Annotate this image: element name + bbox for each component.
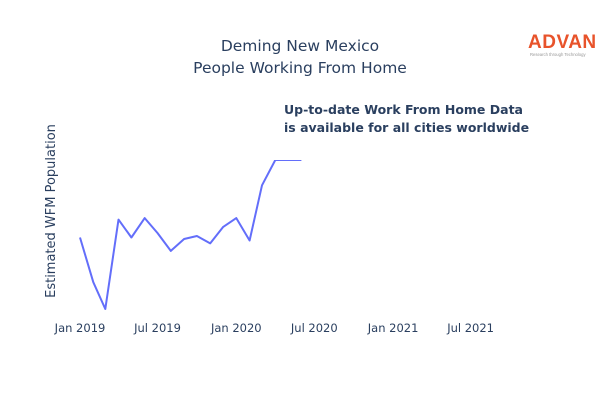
logo-name: ADVAN [528, 32, 597, 53]
annotation-line-1: Up-to-date Work From Home Data [284, 102, 523, 117]
series-line-0 [79, 160, 302, 310]
x-tick-label: Jan 2021 [367, 321, 419, 335]
series-layer [79, 160, 302, 310]
annotation-line-2: is available for all cities worldwide [284, 120, 529, 135]
x-axis-ticks: Jan 2019 Jul 2019 Jan 2020 Jul 2020 Jan 2021… [54, 321, 494, 335]
logo-tagline: Research through Technology [530, 52, 586, 57]
x-tick-label: Jan 2020 [210, 321, 262, 335]
y-axis-label: Estimated WFM Population [44, 124, 59, 298]
chart-title-line-2: People Working From Home [193, 59, 407, 77]
advan-logo: ADVAN Research through Technology [528, 32, 597, 57]
x-tick-label: Jul 2021 [446, 321, 494, 335]
x-tick-label: Jul 2020 [290, 321, 338, 335]
x-tick-label: Jul 2019 [133, 321, 181, 335]
chart-title-line-1: Deming New Mexico [221, 37, 379, 55]
x-tick-label: Jan 2019 [54, 321, 106, 335]
